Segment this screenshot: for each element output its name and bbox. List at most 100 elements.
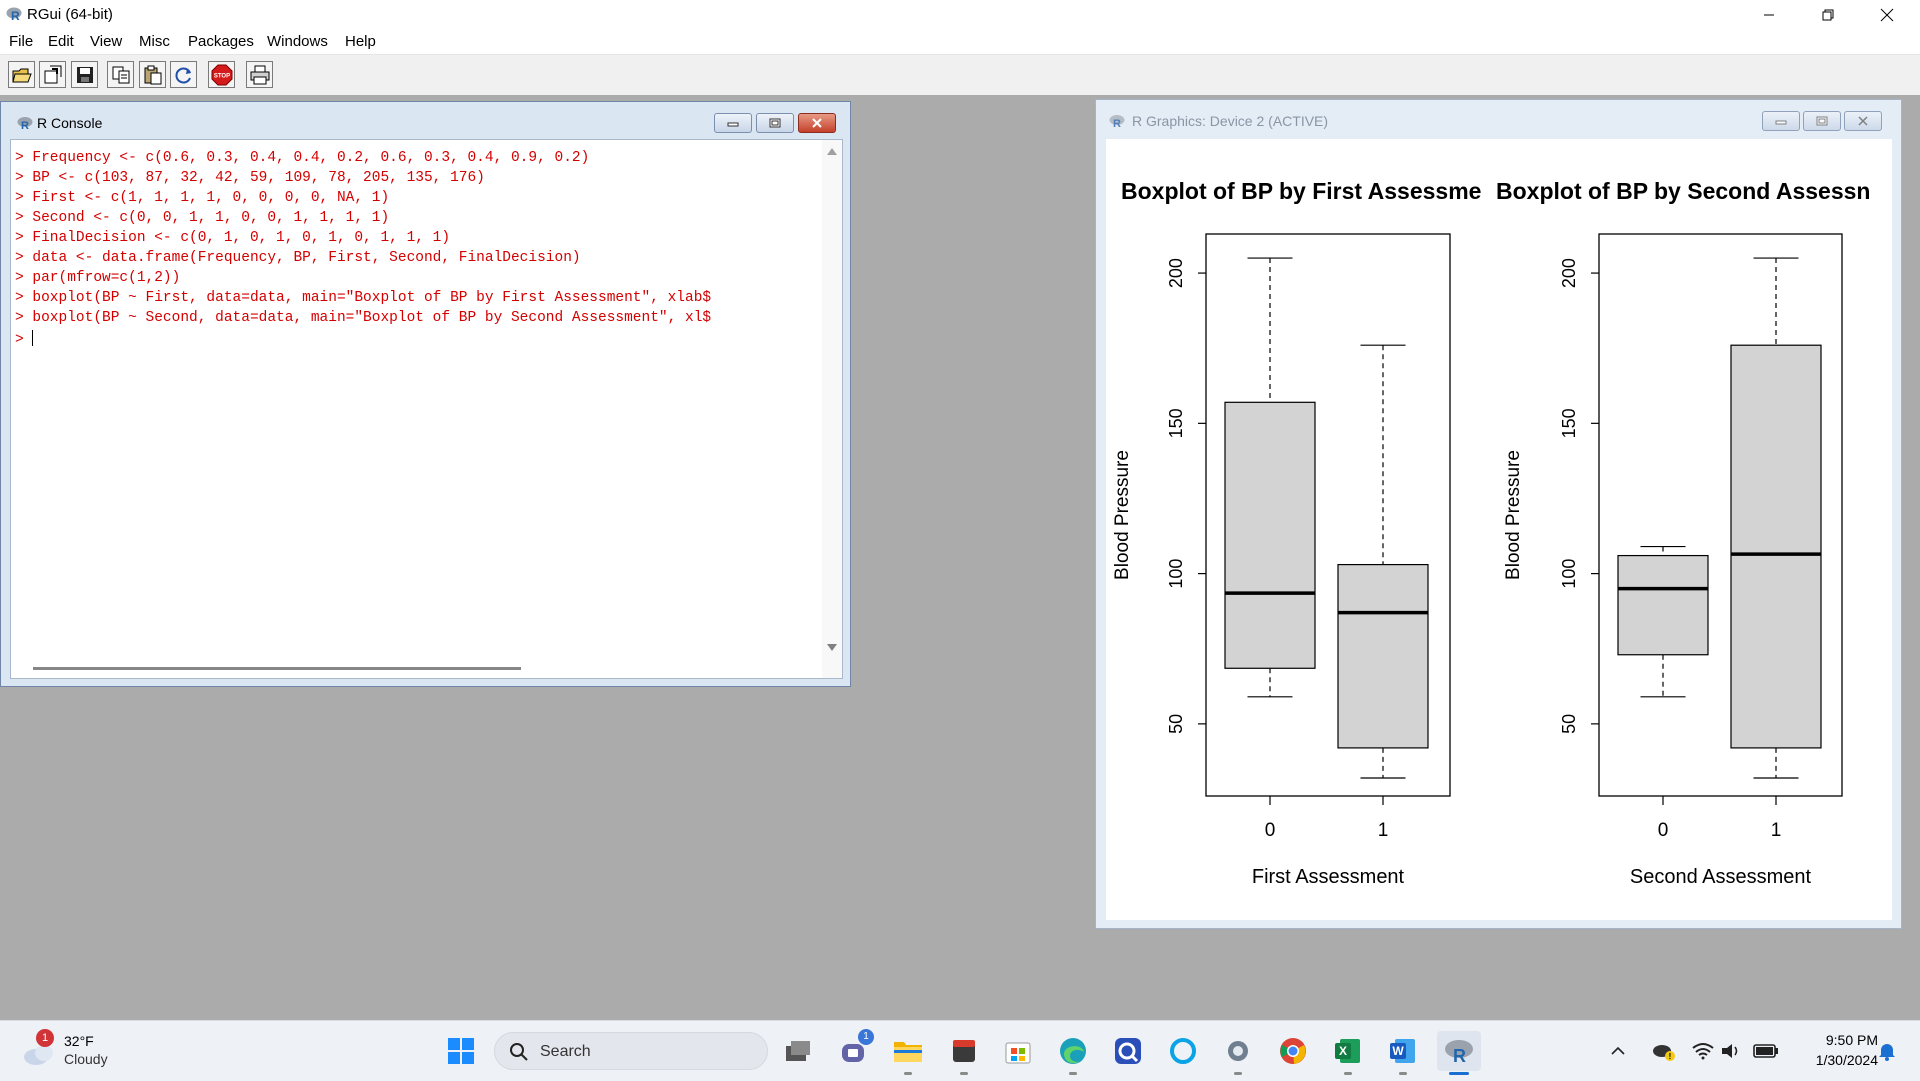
volume-tray-button[interactable] [1719,1031,1743,1071]
app-titlebar: R RGui (64-bit) [0,0,1920,30]
console-line: > par(mfrow=c(1,2)) [15,270,181,286]
rgui-button[interactable]: R [1437,1031,1481,1071]
search-icon [510,1043,528,1061]
taskbar: 1 32°F Cloudy Search 1 [0,1020,1920,1081]
teamviewer-like-button[interactable] [1108,1031,1148,1071]
y-axis-label: Blood Pressure [1503,450,1524,580]
notifications-button[interactable] [1872,1031,1902,1071]
console-prompt-line[interactable]: > [15,330,34,348]
cortana-ring-icon [1170,1038,1196,1064]
show-hidden-icons-button[interactable] [1606,1031,1630,1071]
menu-edit[interactable]: Edit [48,33,74,50]
print-button[interactable] [246,61,273,88]
box [1337,563,1429,749]
graphics-canvas: Boxplot of BP by First Assessme 50 100 150 2… [1106,139,1892,920]
copy-button[interactable] [107,61,134,88]
weather-temp: 32°F [64,1033,94,1049]
edge-icon [1060,1038,1086,1064]
open-script-button[interactable] [8,61,35,88]
console-output[interactable]: > Frequency <- c(0.6, 0.3, 0.4, 0.4, 0.2… [10,139,843,679]
restore-button[interactable] [1799,0,1857,30]
menu-file[interactable]: File [9,33,34,50]
menu-misc[interactable]: Misc [139,33,170,50]
restore-icon [1816,116,1828,126]
search-label: Search [540,1043,591,1060]
close-icon [1880,8,1894,22]
onedrive-tray-button[interactable]: ! [1650,1031,1678,1071]
graphics-window[interactable]: R R Graphics: Device 2 (ACTIVE) Boxplot … [1095,99,1902,929]
boxplot-figure: Boxplot of BP by First Assessme501001502… [1112,178,1870,888]
settings-button[interactable] [1218,1031,1258,1071]
chrome-button[interactable] [1273,1031,1313,1071]
y-tick-label: 200 [1166,258,1186,288]
y-tick-label: 200 [1559,258,1579,288]
minimize-button[interactable] [1740,0,1798,30]
word-button[interactable]: W [1383,1031,1423,1071]
battery-tray-button[interactable] [1752,1031,1780,1071]
stop-button[interactable]: STOP [208,61,235,88]
menubar: File Edit View Misc Packages Windows Hel… [0,30,1920,54]
clock[interactable]: 9:50 PM 1/30/2024 [1790,1030,1878,1072]
folder-icon [894,1042,922,1062]
battery-icon [1753,1044,1778,1058]
file-explorer-button[interactable] [888,1031,928,1071]
y-tick-label: 100 [1559,559,1579,589]
graphics-minimize-button[interactable] [1762,111,1800,131]
x-tick-label: 0 [1265,820,1276,841]
menu-windows[interactable]: Windows [267,33,328,50]
edge-button[interactable] [1053,1031,1093,1071]
y-tick-label: 150 [1166,408,1186,438]
scroll-arrows-icon [827,148,837,651]
console-line: > First <- c(1, 1, 1, 1, 0, 0, 0, 0, NA,… [15,190,390,206]
word-icon: W [1390,1039,1415,1063]
copy-paste-button[interactable] [170,61,197,88]
task-view-button[interactable] [778,1031,818,1071]
console-close-button[interactable] [798,113,836,133]
console-restore-button[interactable] [756,113,794,133]
calendar-app-button[interactable] [944,1031,984,1071]
console-vertical-scrollbar[interactable] [822,140,842,678]
paste-button[interactable] [139,61,166,88]
app-title: RGui (64-bit) [27,6,113,23]
teams-chat-button[interactable]: 1 [834,1029,874,1071]
console-minimize-button[interactable] [714,113,752,133]
menu-view[interactable]: View [90,33,123,50]
cloud-icon [24,1045,53,1065]
console-prompt: > [15,332,24,348]
store-icon [1005,1042,1031,1064]
menu-packages[interactable]: Packages [188,33,254,50]
graphics-close-button[interactable] [1844,111,1882,131]
load-workspace-button[interactable] [39,61,66,88]
graphics-restore-button[interactable] [1803,111,1841,131]
console-line: > data <- data.frame(Frequency, BP, Firs… [15,250,581,266]
console-line: > Frequency <- c(0.6, 0.3, 0.4, 0.4, 0.2… [15,150,590,166]
chat-icon [842,1044,864,1062]
graphics-title: R Graphics: Device 2 (ACTIVE) [1132,113,1329,129]
weather-widget[interactable]: 1 32°F Cloudy [20,1029,140,1073]
console-titlebar[interactable]: R R Console [1,102,850,133]
taskbar-search[interactable]: Search [494,1032,768,1070]
wifi-tray-button[interactable] [1691,1031,1715,1071]
close-button[interactable] [1858,0,1916,30]
running-indicator [960,1072,968,1075]
running-indicator [904,1072,912,1075]
printer-icon [250,65,269,84]
box [1730,344,1822,749]
restore-icon [769,118,781,128]
console-window[interactable]: R R Console > Frequency <- c(0.6, 0.3, 0… [0,101,851,687]
plot-frame [1205,233,1451,797]
menu-help[interactable]: Help [345,33,376,50]
gear-icon [1228,1041,1248,1061]
y-tick-label: 50 [1166,714,1186,734]
active-indicator [1449,1072,1469,1075]
start-button[interactable] [441,1031,481,1071]
console-horizontal-scrollbar[interactable] [33,667,521,670]
cortana-button[interactable] [1163,1031,1203,1071]
x-tick-label: 1 [1378,820,1389,841]
graphics-titlebar[interactable]: R R Graphics: Device 2 (ACTIVE) [1096,100,1901,131]
excel-letter: X [1339,1044,1347,1058]
r-logo-icon: R [6,7,22,22]
save-workspace-button[interactable] [71,61,98,88]
store-button[interactable] [998,1031,1038,1071]
excel-button[interactable]: X [1328,1031,1368,1071]
